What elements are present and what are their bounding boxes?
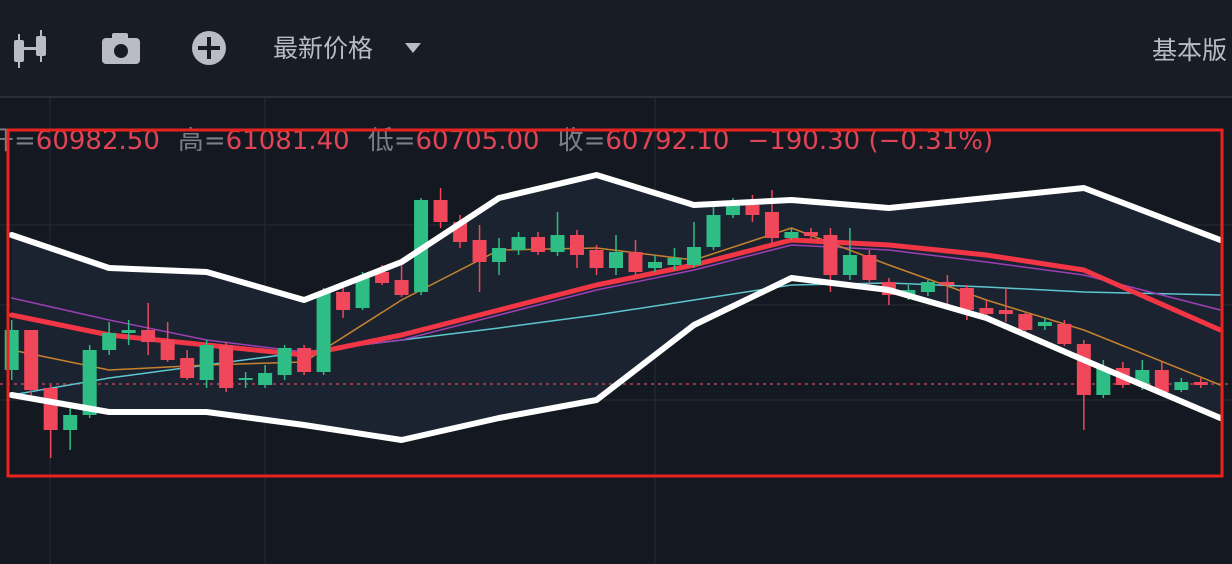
candle-body bbox=[1018, 314, 1033, 330]
candle-body bbox=[803, 232, 818, 236]
candle-body bbox=[979, 308, 994, 314]
line-upper bbox=[8, 172, 1224, 303]
candle-body bbox=[472, 240, 487, 262]
candle-body bbox=[219, 345, 234, 388]
candle-body bbox=[531, 237, 546, 252]
candle-body bbox=[647, 262, 662, 268]
candle-body bbox=[63, 415, 78, 430]
candle-body bbox=[764, 212, 779, 238]
candle-body bbox=[862, 255, 877, 280]
candle-body bbox=[706, 215, 721, 247]
candle-body bbox=[842, 255, 857, 275]
candle-body bbox=[920, 282, 935, 292]
candle-body bbox=[121, 330, 136, 333]
candle-body bbox=[686, 247, 701, 265]
candle-body bbox=[102, 333, 117, 350]
candle-body bbox=[297, 348, 312, 372]
candle-body bbox=[492, 248, 507, 262]
dropdown-arrow[interactable] bbox=[405, 43, 421, 53]
candle-body bbox=[238, 378, 253, 380]
candle-body bbox=[24, 330, 39, 390]
candle-body bbox=[667, 258, 682, 265]
plot bbox=[0, 172, 1232, 458]
candle-body bbox=[355, 278, 370, 308]
price-menu[interactable]: 最新价格 bbox=[273, 34, 373, 63]
candle-body bbox=[959, 288, 974, 310]
candle-body bbox=[745, 205, 760, 215]
candle-icon[interactable] bbox=[14, 30, 46, 68]
candle-body bbox=[609, 252, 623, 268]
toolbar bbox=[0, 0, 1232, 97]
candle-body bbox=[336, 292, 351, 310]
candle-body bbox=[940, 282, 955, 285]
highlight-box bbox=[6, 128, 1224, 478]
candle-body bbox=[316, 292, 331, 372]
candle-body bbox=[589, 250, 604, 268]
candle-body bbox=[394, 280, 409, 295]
candle-body bbox=[160, 340, 175, 360]
candle-body bbox=[433, 200, 448, 222]
candle-body bbox=[1154, 370, 1169, 392]
candle-body bbox=[375, 272, 390, 283]
candle-body bbox=[180, 358, 195, 378]
candle-body bbox=[1174, 382, 1189, 390]
add-icon[interactable] bbox=[192, 31, 226, 65]
candle-body bbox=[1096, 368, 1111, 395]
candle-body bbox=[550, 235, 565, 252]
version-tab[interactable]: 基本版 bbox=[1152, 36, 1227, 65]
candle-body bbox=[1193, 382, 1208, 385]
candle-body bbox=[258, 373, 273, 385]
candle-body bbox=[1037, 322, 1052, 326]
candle-body bbox=[199, 345, 214, 380]
candle-body bbox=[823, 235, 838, 275]
candle-body bbox=[1076, 344, 1091, 395]
candle-body bbox=[43, 388, 58, 430]
candle-body bbox=[628, 252, 643, 272]
candle-body bbox=[82, 350, 97, 415]
camera-icon[interactable] bbox=[102, 33, 140, 64]
band-fill bbox=[11, 175, 1221, 440]
candle-body bbox=[141, 330, 156, 342]
candle-body bbox=[998, 310, 1013, 314]
candle-body bbox=[570, 235, 585, 255]
candle-body bbox=[277, 348, 292, 375]
candle-body bbox=[1057, 324, 1072, 344]
line-lower bbox=[8, 275, 1224, 443]
candle-body bbox=[511, 237, 526, 250]
candle-body bbox=[725, 205, 740, 215]
candle-body bbox=[784, 232, 799, 238]
